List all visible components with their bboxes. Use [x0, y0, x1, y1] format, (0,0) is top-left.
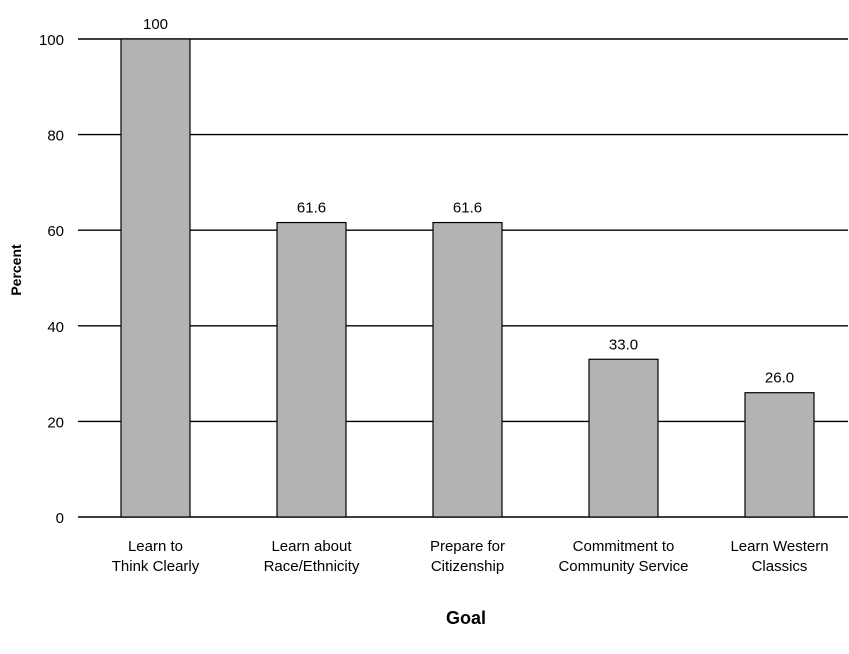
- category-label: Learn about: [271, 538, 352, 555]
- category-label: Community Service: [558, 558, 688, 575]
- bar: [432, 221, 503, 518]
- x-axis-title: Goal: [446, 608, 486, 628]
- bar: [744, 392, 815, 518]
- bar: [588, 358, 659, 518]
- category-label: Race/Ethnicity: [264, 558, 360, 575]
- bar: [276, 221, 347, 518]
- category-label: Classics: [752, 558, 808, 575]
- bar-value-label: 100: [143, 16, 168, 33]
- category-label: Learn Western: [730, 538, 828, 555]
- category-label: Commitment to: [573, 538, 675, 555]
- y-tick-label: 40: [47, 319, 64, 336]
- category-label: Think Clearly: [112, 558, 200, 575]
- bar-value-label: 61.6: [453, 200, 482, 217]
- y-tick-label: 100: [39, 32, 64, 49]
- bars: [120, 38, 815, 518]
- y-tick-label: 60: [47, 223, 64, 240]
- x-axis-category-labels: Learn to Think Clearly Learn about Race/Eth…: [112, 538, 829, 575]
- bar-value-label: 33.0: [609, 336, 638, 353]
- category-label: Learn to: [128, 538, 183, 555]
- y-tick-label: 0: [56, 510, 64, 527]
- bar-value-label: 61.6: [297, 200, 326, 217]
- y-tick-label: 20: [47, 414, 64, 431]
- y-tick-label: 80: [47, 128, 64, 145]
- bar-value-label: 26.0: [765, 370, 794, 387]
- data-labels: 100 61.6 61.6 33.0 26.0: [143, 16, 794, 387]
- bar: [120, 38, 191, 518]
- category-label: Prepare for: [430, 538, 505, 555]
- category-label: Citizenship: [431, 558, 504, 575]
- y-axis-ticks: 0 20 40 60 80 100: [39, 32, 64, 527]
- y-axis-title: Percent: [8, 244, 24, 296]
